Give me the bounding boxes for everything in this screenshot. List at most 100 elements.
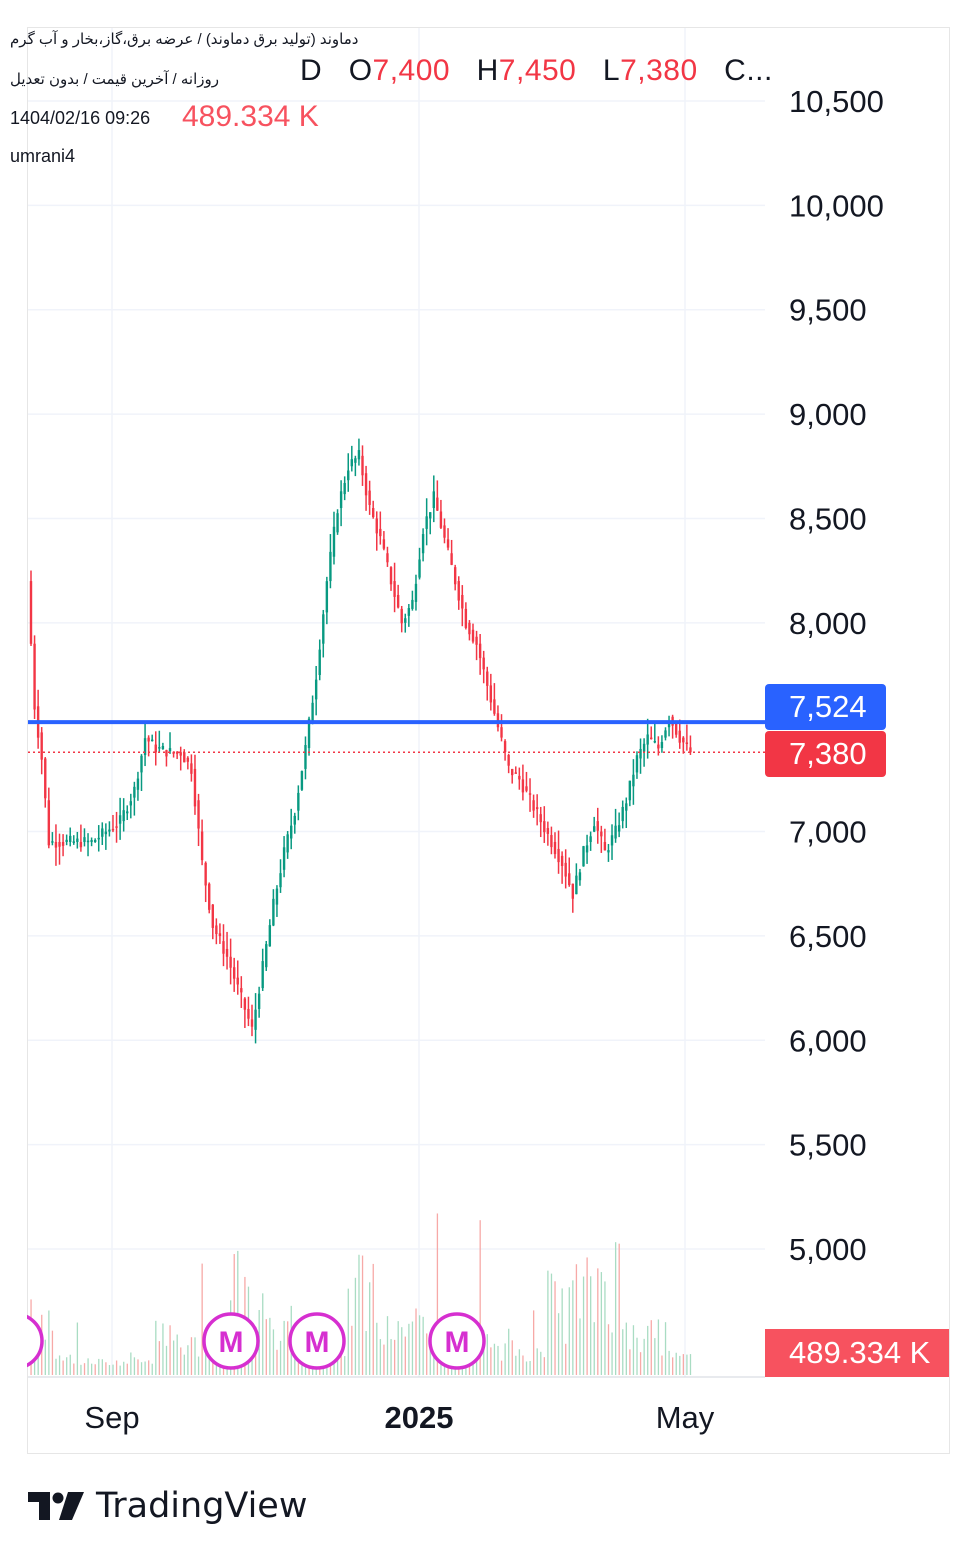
volume-bar <box>162 1323 164 1375</box>
volume-bar <box>69 1354 71 1375</box>
volume-bar <box>361 1255 364 1375</box>
volume-bar <box>169 1325 171 1375</box>
volume-bar <box>650 1320 652 1375</box>
price-tick-label: 6,500 <box>789 919 867 954</box>
volume-bar <box>62 1360 64 1375</box>
price-tick-label: 6,000 <box>789 1023 867 1058</box>
candle-body <box>400 608 403 624</box>
tradingview-logo[interactable]: TradingView <box>28 1486 307 1526</box>
volume-bar <box>287 1321 289 1375</box>
volume-bar <box>436 1213 439 1375</box>
candle-body <box>421 534 425 554</box>
candle-body <box>418 559 421 578</box>
candle-body <box>432 491 435 509</box>
volume-bar <box>554 1281 556 1375</box>
candle-body <box>225 948 229 957</box>
candle-body <box>311 702 314 724</box>
candle-body <box>336 513 339 533</box>
volume-bar <box>180 1347 182 1375</box>
candle-body <box>193 768 197 807</box>
marker-label: M <box>305 1326 330 1359</box>
volume-bar <box>593 1322 595 1375</box>
volume-bar <box>597 1268 599 1375</box>
candle-body <box>689 747 692 753</box>
candle-body <box>407 608 411 616</box>
volume-bar <box>433 1351 435 1375</box>
event-markers: MMMM <box>0 1300 486 1390</box>
candle-body <box>347 470 350 481</box>
candle-body <box>175 752 179 754</box>
candle-body <box>364 473 368 496</box>
candle-body <box>443 525 446 538</box>
candle-body <box>133 786 136 798</box>
candle-body <box>183 752 186 763</box>
volume-bar <box>525 1361 528 1375</box>
price-tick-label: 8,000 <box>789 606 867 641</box>
candle-body <box>329 551 332 582</box>
candle-body <box>396 594 400 608</box>
volume-bar <box>618 1243 620 1375</box>
candle-body <box>646 734 649 745</box>
candle-body <box>314 679 318 700</box>
candle-body <box>525 786 528 791</box>
candle-body <box>293 815 296 825</box>
volume-bar <box>557 1313 560 1375</box>
volume-bar <box>661 1355 663 1375</box>
volume-bar <box>123 1361 125 1375</box>
volume-bar <box>205 1351 207 1375</box>
volume-bar <box>94 1364 96 1375</box>
volume-bar <box>158 1341 161 1375</box>
dividend-marker[interactable]: M <box>288 1312 346 1370</box>
candle-body <box>47 800 51 846</box>
candle-body <box>140 755 143 773</box>
volume-bar <box>237 1250 239 1375</box>
volume-bar <box>611 1332 613 1375</box>
candle-body <box>450 553 453 565</box>
candle-body <box>482 657 485 670</box>
candle-body <box>307 718 311 749</box>
candle-body <box>300 771 304 790</box>
candle-body <box>44 758 47 799</box>
volume-bar <box>279 1340 282 1375</box>
candle-body <box>154 744 157 753</box>
low-value: 7,380 <box>620 54 698 87</box>
volume-bar <box>140 1362 143 1375</box>
close-label: C... <box>724 54 773 87</box>
dividend-marker[interactable]: M <box>428 1312 486 1370</box>
candle-body <box>76 838 79 842</box>
volume-bar <box>172 1340 175 1375</box>
volume-bar <box>408 1323 410 1375</box>
volume-bar <box>130 1352 132 1375</box>
candle-body <box>471 629 475 642</box>
volume-bar <box>397 1321 399 1375</box>
price-tick-label: 9,500 <box>789 293 867 328</box>
volume-bar <box>151 1363 153 1375</box>
volume-bar <box>518 1349 521 1375</box>
author-name[interactable]: umrani4 <box>10 146 76 166</box>
candle-body <box>354 458 357 463</box>
candle-body <box>97 837 100 840</box>
volume-bar <box>55 1358 57 1375</box>
candle-body <box>674 723 678 735</box>
chart-frame <box>27 27 950 1454</box>
candle-body <box>222 941 225 954</box>
symbol-title[interactable]: دماوند (تولید برق دماوند) / عرضه برق،گاز… <box>10 31 359 48</box>
volume-bar <box>622 1329 624 1375</box>
volume-bar <box>148 1360 150 1375</box>
hline-price-badge[interactable]: 7,524 <box>765 684 886 730</box>
candle-body <box>603 841 607 851</box>
volume-bar <box>426 1333 428 1375</box>
volume-bar <box>679 1355 681 1375</box>
candle-body <box>478 643 482 659</box>
volume-bar <box>600 1272 603 1375</box>
volume-bar <box>632 1325 635 1375</box>
volume-bar <box>654 1338 656 1375</box>
candle-body <box>65 839 68 842</box>
candle-body <box>610 835 614 846</box>
volume-bar <box>358 1254 360 1375</box>
candle-body <box>568 873 571 886</box>
candle-body <box>61 841 65 846</box>
dividend-marker[interactable]: M <box>202 1312 260 1370</box>
volume-bar <box>479 1220 481 1375</box>
